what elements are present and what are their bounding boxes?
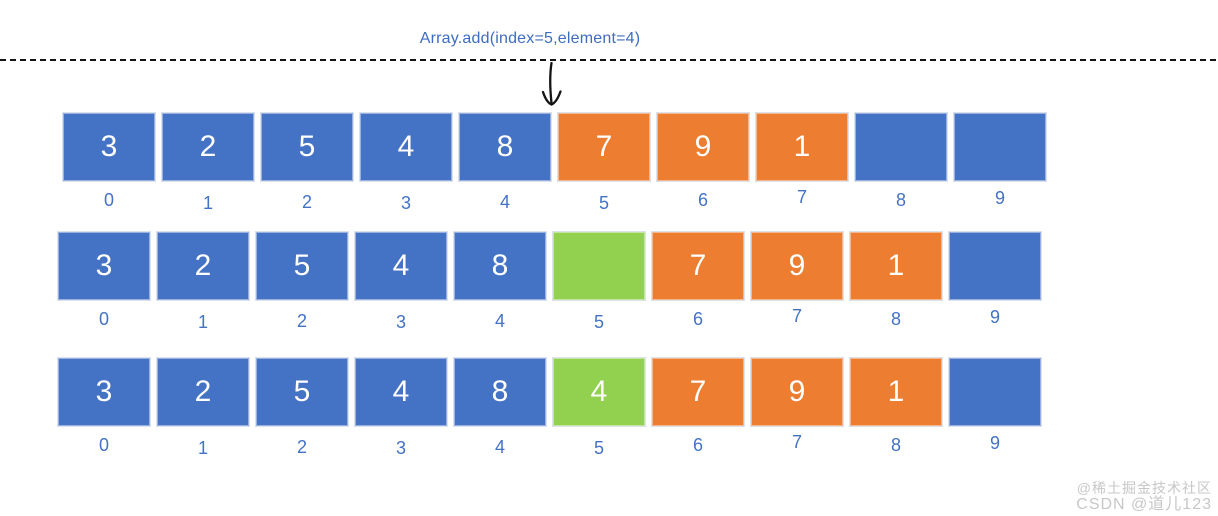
index-labels: 0 1 2 3 4 5 6 7 8 9 (63, 187, 1046, 213)
array-cell-after-insert-4: 8 (454, 358, 546, 426)
index-label-after-insert-6: 6 (692, 435, 703, 455)
array-cell-shift-right-2: 5 (256, 232, 348, 300)
index-label-after-insert-8: 8 (890, 435, 901, 455)
index-label-after-insert-5: 5 (593, 438, 604, 458)
index-label-before-insert-7: 7 (796, 187, 807, 207)
insertion-arrow-icon (541, 62, 562, 106)
array-cell-shift-right-6: 7 (652, 232, 744, 300)
array-cell-before-insert-5: 7 (558, 113, 650, 181)
array-cell-shift-right-4: 8 (454, 232, 546, 300)
array-cell-before-insert-8 (855, 113, 947, 181)
index-label-shift-right-1: 1 (197, 312, 208, 332)
index-label-shift-right-4: 4 (494, 311, 505, 331)
watermark: @稀土掘金技术社区 CSDN @道儿123 (1076, 478, 1212, 514)
index-label-after-insert-0: 0 (98, 435, 109, 455)
array-cell-before-insert-9 (954, 113, 1046, 181)
index-label-before-insert-1: 1 (202, 193, 213, 213)
index-label-after-insert-9: 9 (989, 433, 1000, 453)
array-cell-after-insert-7: 9 (751, 358, 843, 426)
index-label-before-insert-4: 4 (499, 192, 510, 212)
array-cell-before-insert-7: 1 (756, 113, 848, 181)
index-label-shift-right-0: 0 (98, 309, 109, 329)
array-cell-shift-right-7: 9 (751, 232, 843, 300)
array-cell-shift-right-1: 2 (157, 232, 249, 300)
index-label-after-insert-3: 3 (395, 438, 406, 458)
array-cell-shift-right-9 (949, 232, 1041, 300)
watermark-community: @稀土掘金技术社区 (1076, 480, 1212, 496)
index-label-before-insert-5: 5 (598, 193, 609, 213)
index-label-before-insert-0: 0 (103, 190, 114, 210)
index-label-shift-right-2: 2 (296, 311, 307, 331)
array-cell-before-insert-2: 5 (261, 113, 353, 181)
index-label-after-insert-2: 2 (296, 437, 307, 457)
array-cell-before-insert-6: 9 (657, 113, 749, 181)
array-cell-after-insert-6: 7 (652, 358, 744, 426)
index-label-shift-right-5: 5 (593, 312, 604, 332)
array-cell-before-insert-0: 3 (63, 113, 155, 181)
index-label-before-insert-9: 9 (994, 188, 1005, 208)
dashed-separator-line (0, 59, 1218, 61)
array-cell-before-insert-1: 2 (162, 113, 254, 181)
index-label-shift-right-9: 9 (989, 307, 1000, 327)
index-labels: 0 1 2 3 4 5 6 7 8 9 (58, 306, 1041, 332)
array-cell-after-insert-1: 2 (157, 358, 249, 426)
index-label-before-insert-8: 8 (895, 190, 906, 210)
array-cell-after-insert-8: 1 (850, 358, 942, 426)
index-label-shift-right-7: 7 (791, 306, 802, 326)
array-cell-after-insert-3: 4 (355, 358, 447, 426)
index-label-after-insert-1: 1 (197, 438, 208, 458)
array-cell-after-insert-0: 3 (58, 358, 150, 426)
array-cell-shift-right-8: 1 (850, 232, 942, 300)
index-label-before-insert-6: 6 (697, 190, 708, 210)
index-label-after-insert-7: 7 (791, 432, 802, 452)
index-label-shift-right-6: 6 (692, 309, 703, 329)
index-label-after-insert-4: 4 (494, 437, 505, 457)
array-cell-shift-right-5 (553, 232, 645, 300)
array-cell-before-insert-3: 4 (360, 113, 452, 181)
array-cell-before-insert-4: 8 (459, 113, 551, 181)
array-cell-after-insert-2: 5 (256, 358, 348, 426)
index-label-shift-right-3: 3 (395, 312, 406, 332)
array-cell-after-insert-5: 4 (553, 358, 645, 426)
index-label-before-insert-2: 2 (301, 192, 312, 212)
index-label-before-insert-3: 3 (400, 193, 411, 213)
array-cell-shift-right-3: 4 (355, 232, 447, 300)
operation-title: Array.add(index=5,element=4) (419, 30, 641, 47)
array-cell-after-insert-9 (949, 358, 1041, 426)
index-labels: 0 1 2 3 4 5 6 7 8 9 (58, 432, 1041, 458)
watermark-author: CSDN @道儿123 (1076, 496, 1212, 513)
array-cell-shift-right-0: 3 (58, 232, 150, 300)
index-label-shift-right-8: 8 (890, 309, 901, 329)
